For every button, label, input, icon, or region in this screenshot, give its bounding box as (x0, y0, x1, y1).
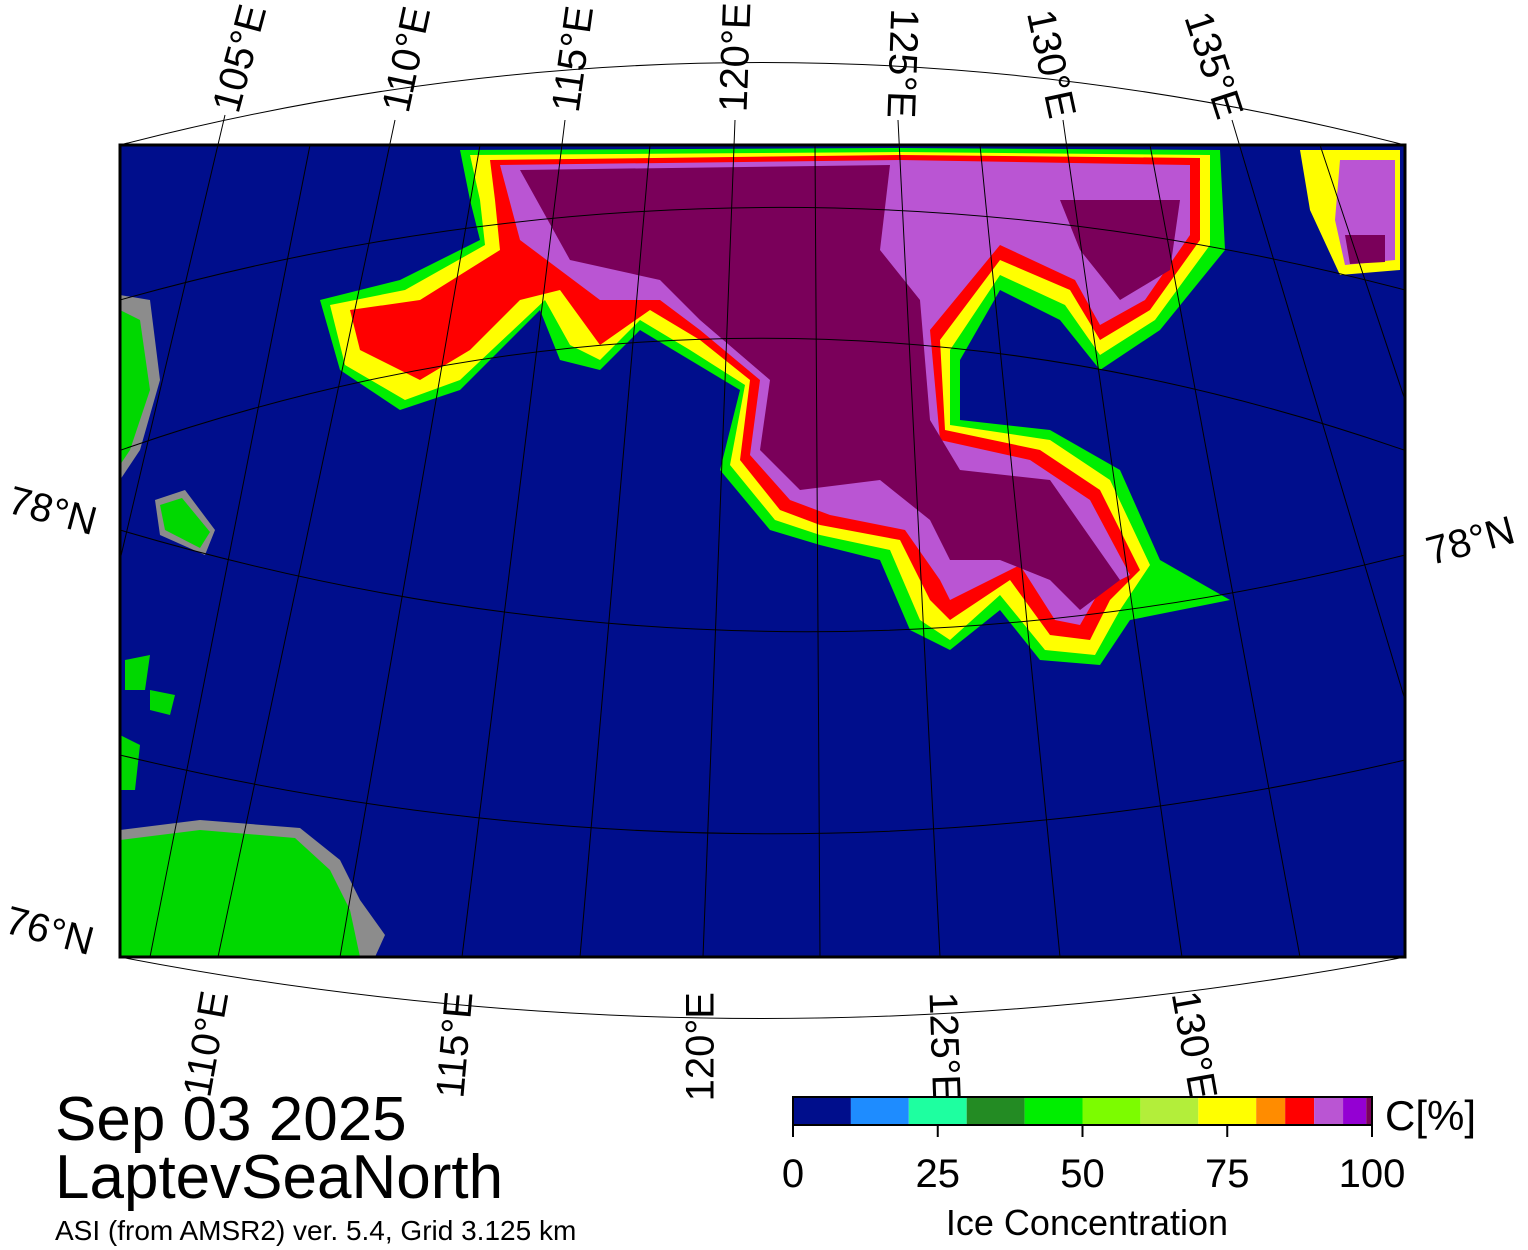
map: 105°E 110°E 115°E 120°E 125°E 130°E 135°E 110°E… (1, 0, 1520, 1103)
colorbar-bin (1343, 1097, 1367, 1125)
coord-label: 115°E (428, 990, 481, 1100)
coord-label: 110°E (175, 988, 237, 1100)
coord-label: 125°E (920, 991, 968, 1102)
coord-label: 130°E (1163, 988, 1225, 1103)
colorbar-bin (908, 1097, 967, 1125)
source: ASI (from AMSR2) ver. 5.4, Grid 3.125 km (55, 1215, 576, 1246)
coord-label: 105°E (204, 0, 275, 117)
map-frame (118, 143, 1407, 959)
colorbar-bin (1256, 1097, 1286, 1125)
colorbar-bin (1082, 1097, 1141, 1125)
graticule (119, 62, 1406, 1019)
colorbar-bin (850, 1097, 909, 1125)
coord-label: 120°E (679, 992, 723, 1101)
coord-label: 125°E (878, 8, 926, 119)
colorbar-bin (1140, 1097, 1199, 1125)
coord-label: 115°E (544, 3, 602, 115)
coord-label: 78°N (4, 478, 102, 544)
ice (320, 148, 1400, 665)
colorbar-tick-label: 75 (1205, 1152, 1250, 1196)
coord-label: 76°N (1, 898, 99, 964)
colorbar: 0 25 50 75 100 (782, 1096, 1406, 1196)
coord-label: 78°N (1422, 508, 1520, 574)
colorbar-bin (1366, 1097, 1372, 1125)
colorbar-bin (1285, 1097, 1315, 1125)
land (120, 295, 385, 957)
coord-label: 130°E (1018, 6, 1084, 122)
colorbar-bin (793, 1097, 851, 1125)
colorbar-unit: C[%] (1385, 1092, 1476, 1139)
colorbar-tick-label: 50 (1060, 1152, 1105, 1196)
colorbar-tick-label: 25 (916, 1152, 961, 1196)
coord-label: 120°E (712, 2, 760, 113)
coord-label: 110°E (374, 3, 439, 116)
colorbar-tick-label: 0 (782, 1152, 804, 1196)
region: LaptevSeaNorth (55, 1143, 503, 1212)
colorbar-label: Ice Concentration (946, 1202, 1228, 1243)
date: Sep 03 2025 (55, 1085, 407, 1154)
colorbar-bin (1314, 1097, 1344, 1125)
colorbar-bin (1198, 1097, 1257, 1125)
colorbar-bin (1024, 1097, 1083, 1125)
colorbar-bin (966, 1097, 1025, 1125)
colorbar-tick-label: 100 (1339, 1152, 1406, 1196)
coord-label: 135°E (1176, 6, 1252, 124)
